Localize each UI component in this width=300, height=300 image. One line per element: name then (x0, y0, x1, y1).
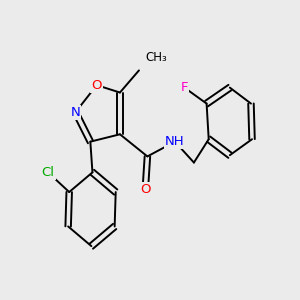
Text: NH: NH (165, 135, 185, 148)
Text: CH₃: CH₃ (145, 51, 167, 64)
Text: Cl: Cl (42, 166, 55, 179)
Text: F: F (181, 81, 188, 94)
Text: O: O (92, 79, 102, 92)
Text: N: N (71, 106, 80, 119)
Text: O: O (140, 183, 151, 196)
